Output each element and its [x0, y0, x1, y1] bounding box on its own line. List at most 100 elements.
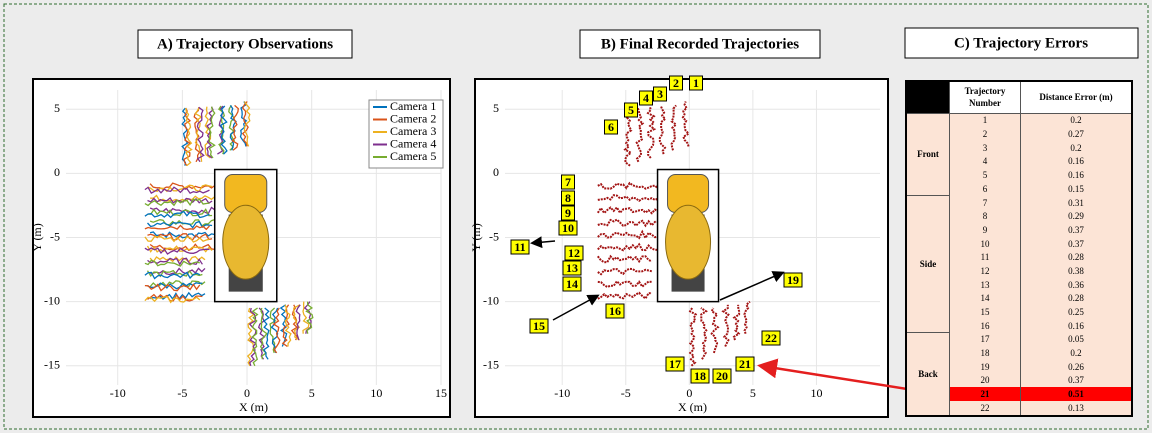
y-tick-label: 5 — [493, 101, 499, 115]
y-tick-label: -5 — [50, 229, 60, 243]
x-tick-label: 0 — [244, 386, 250, 400]
y-tick-label: 0 — [493, 165, 499, 179]
trajectory-label: 22 — [765, 331, 777, 345]
data-cell: 8 — [950, 209, 1021, 223]
trajectory-label: 21 — [739, 357, 751, 371]
trajectory-label: 8 — [565, 191, 571, 205]
data-cell: 0.2 — [1021, 113, 1133, 127]
data-cell: 0.13 — [1021, 401, 1133, 416]
x-tick-label: 10 — [810, 386, 822, 400]
y-tick-label: -15 — [483, 358, 499, 372]
data-cell: 13 — [950, 278, 1021, 292]
x-tick-label: -5 — [621, 386, 631, 400]
error-table: Trajectory NumberDistance Error (m)Front… — [905, 80, 1133, 417]
data-cell: 2 — [950, 127, 1021, 141]
data-cell: 20 — [950, 374, 1021, 388]
x-axis-label: X (m) — [678, 400, 707, 414]
data-cell: 15 — [950, 305, 1021, 319]
y-tick-label: 5 — [54, 101, 60, 115]
trajectory-label: 14 — [566, 277, 578, 291]
group-cell: Front — [906, 113, 950, 196]
x-tick-label: -10 — [554, 386, 570, 400]
x-tick-label: -5 — [177, 386, 187, 400]
data-row: Back170.05 — [906, 333, 1132, 347]
trajectory-label: 1 — [693, 76, 699, 90]
data-cell: 0.37 — [1021, 374, 1133, 388]
data-cell: 9 — [950, 223, 1021, 237]
y-tick-label: -5 — [489, 229, 499, 243]
data-cell: 6 — [950, 182, 1021, 196]
data-cell: 0.16 — [1021, 319, 1133, 333]
data-cell: 4 — [950, 155, 1021, 169]
trajectory-label: 3 — [657, 87, 663, 101]
y-tick-label: 0 — [54, 165, 60, 179]
x-tick-label: 5 — [750, 386, 756, 400]
trajectory-label: 12 — [568, 246, 580, 260]
legend-label: Camera 5 — [390, 149, 436, 163]
header-row: Trajectory NumberDistance Error (m) — [906, 81, 1132, 113]
y-tick-label: -10 — [483, 293, 499, 307]
data-cell: 0.37 — [1021, 223, 1133, 237]
data-cell: 0.16 — [1021, 168, 1133, 182]
trajectory-label: 7 — [565, 175, 571, 189]
y-tick-label: -10 — [44, 293, 60, 307]
data-cell: 18 — [950, 346, 1021, 360]
data-cell: 0.16 — [1021, 155, 1133, 169]
data-cell: 0.05 — [1021, 333, 1133, 347]
header-cell: Distance Error (m) — [1021, 81, 1133, 113]
group-cell: Side — [906, 196, 950, 333]
data-cell: 3 — [950, 141, 1021, 155]
trajectory-label: 16 — [609, 304, 621, 318]
data-cell: 17 — [950, 333, 1021, 347]
trajectory-label: 10 — [562, 221, 574, 235]
data-cell: 12 — [950, 264, 1021, 278]
data-cell: 7 — [950, 196, 1021, 210]
data-cell: 0.2 — [1021, 141, 1133, 155]
data-cell: 19 — [950, 360, 1021, 374]
data-cell: 5 — [950, 168, 1021, 182]
data-cell: 0.38 — [1021, 264, 1133, 278]
y-axis-label: Y (m) — [30, 223, 44, 252]
data-cell: 0.2 — [1021, 346, 1133, 360]
data-cell: 21 — [950, 387, 1021, 401]
data-cell: 0.37 — [1021, 237, 1133, 251]
figure: A) Trajectory Observations-10-5051015-15… — [0, 0, 1152, 433]
x-tick-label: 5 — [309, 386, 315, 400]
data-cell: 0.31 — [1021, 196, 1133, 210]
data-cell: 14 — [950, 292, 1021, 306]
vehicle-drum — [223, 205, 269, 279]
trajectory-label: 5 — [628, 103, 634, 117]
trajectory-label: 15 — [533, 319, 545, 333]
table-title: C) Trajectory Errors — [954, 35, 1088, 51]
trajectory-label: 20 — [716, 369, 728, 383]
data-cell: 0.26 — [1021, 360, 1133, 374]
trajectory-label: 9 — [565, 206, 571, 220]
trajectory-label: 17 — [669, 357, 681, 371]
data-cell: 0.25 — [1021, 305, 1133, 319]
trajectory-label: 11 — [514, 240, 525, 254]
x-axis-label: X (m) — [239, 400, 268, 414]
trajectory-label: 6 — [608, 120, 614, 134]
vehicle-drum — [666, 205, 711, 279]
x-tick-label: 0 — [686, 386, 692, 400]
trajectory-label: 13 — [566, 261, 578, 275]
trajectory-label: 4 — [643, 91, 649, 105]
trajectory-label: 2 — [673, 76, 679, 90]
data-cell: 0.36 — [1021, 278, 1133, 292]
data-cell: 0.27 — [1021, 127, 1133, 141]
header-cell: Trajectory Number — [950, 81, 1021, 113]
trajectory-label: 18 — [694, 369, 706, 383]
x-tick-label: 10 — [370, 386, 382, 400]
x-tick-label: 15 — [435, 386, 447, 400]
data-cell: 11 — [950, 250, 1021, 264]
y-tick-label: -15 — [44, 358, 60, 372]
data-cell: 0.29 — [1021, 209, 1133, 223]
panel-title: A) Trajectory Observations — [157, 36, 333, 52]
x-tick-label: -10 — [110, 386, 126, 400]
data-cell: 1 — [950, 113, 1021, 127]
trajectory-label: 19 — [787, 273, 799, 287]
corner-cell — [906, 81, 950, 113]
data-cell: 0.51 — [1021, 387, 1133, 401]
